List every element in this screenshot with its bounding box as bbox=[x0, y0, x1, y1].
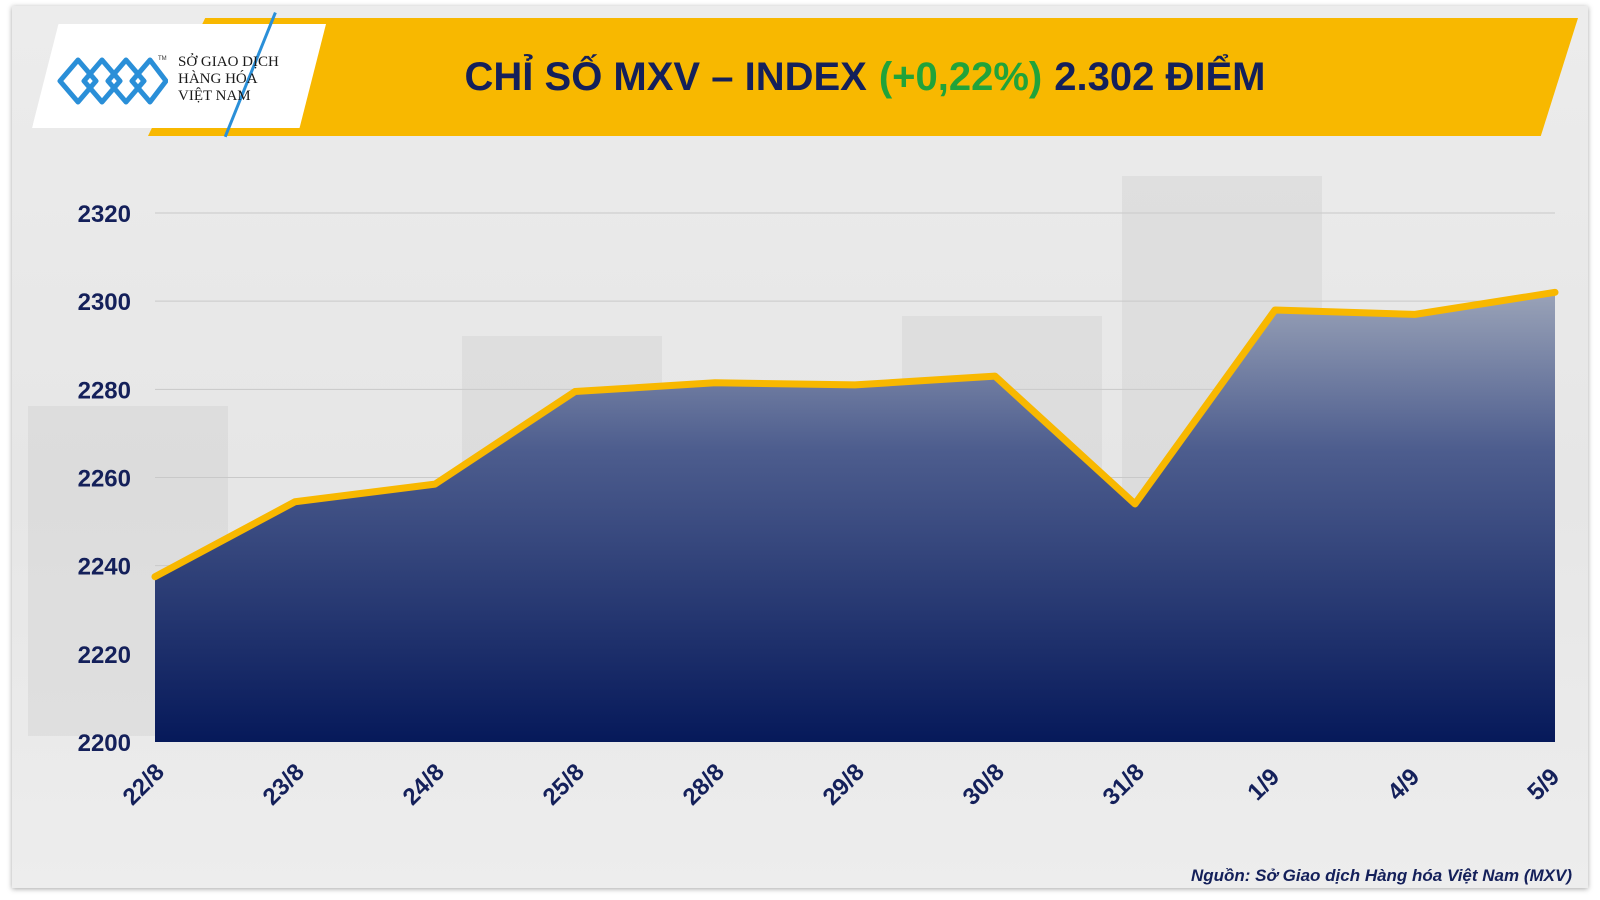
x-tick-label: 24/8 bbox=[398, 759, 450, 811]
data-point bbox=[852, 381, 858, 388]
chart-title: CHỈ SỐ MXV – INDEX (+0,22%) 2.302 ĐIỂM bbox=[300, 18, 1430, 136]
title-change: (+0,22%) bbox=[878, 54, 1043, 99]
x-tick-label: 22/8 bbox=[118, 759, 170, 811]
logo-box bbox=[32, 24, 326, 128]
x-axis-ticks: 22/8 23/8 24/8 25/8 28/8 29/8 30/8 31/8 1/9 4/9 5/… bbox=[118, 759, 1565, 811]
y-tick-label: 2300 bbox=[78, 289, 131, 316]
y-tick-label: 2200 bbox=[78, 730, 131, 757]
data-point bbox=[712, 379, 718, 386]
logo-line-3: VIỆT NAM bbox=[178, 88, 251, 104]
data-point bbox=[992, 373, 998, 380]
x-tick-label: 31/8 bbox=[1098, 759, 1150, 811]
data-point bbox=[292, 498, 298, 505]
y-tick-label: 2280 bbox=[78, 377, 131, 404]
x-tick-label: 30/8 bbox=[958, 759, 1010, 811]
y-tick-label: 2220 bbox=[78, 642, 131, 669]
line-series bbox=[151, 288, 1559, 581]
x-tick-label: 1/9 bbox=[1242, 763, 1285, 806]
y-tick-label: 2320 bbox=[78, 201, 131, 228]
title-main: CHỈ SỐ MXV – INDEX bbox=[464, 54, 867, 99]
x-tick-label: 5/9 bbox=[1522, 763, 1565, 806]
source-note: Nguồn: Sở Giao dịch Hàng hóa Việt Nam (M… bbox=[1190, 866, 1572, 885]
trademark-mark: TM bbox=[158, 56, 167, 62]
title-value: 2.302 ĐIỂM bbox=[1054, 54, 1266, 99]
data-point bbox=[1412, 311, 1418, 318]
data-point bbox=[1272, 306, 1278, 313]
data-point bbox=[1552, 289, 1558, 296]
y-axis-ticks: 2320 2300 2280 2260 2240 2220 2200 bbox=[78, 201, 131, 757]
header-band bbox=[148, 18, 1578, 136]
area-fill bbox=[155, 292, 1555, 742]
logo-line-2: HÀNG HÓA bbox=[178, 71, 258, 87]
y-tick-label: 2240 bbox=[78, 554, 131, 581]
x-tick-label: 25/8 bbox=[538, 759, 590, 811]
x-tick-label: 28/8 bbox=[678, 759, 730, 811]
x-tick-label: 29/8 bbox=[818, 759, 870, 811]
data-point bbox=[152, 573, 158, 580]
data-point bbox=[432, 481, 438, 488]
mxv-chain-logo-icon bbox=[57, 57, 168, 105]
data-point bbox=[1132, 500, 1138, 507]
data-point bbox=[572, 388, 578, 395]
logo-line-1: SỞ GIAO DỊCH bbox=[178, 54, 279, 70]
logo-text: SỞ GIAO DỊCH HÀNG HÓA VIỆT NAM bbox=[178, 54, 308, 105]
x-tick-label: 4/9 bbox=[1382, 763, 1425, 806]
area-series bbox=[155, 292, 1555, 742]
x-tick-label: 23/8 bbox=[258, 759, 310, 811]
y-tick-label: 2260 bbox=[78, 466, 131, 493]
